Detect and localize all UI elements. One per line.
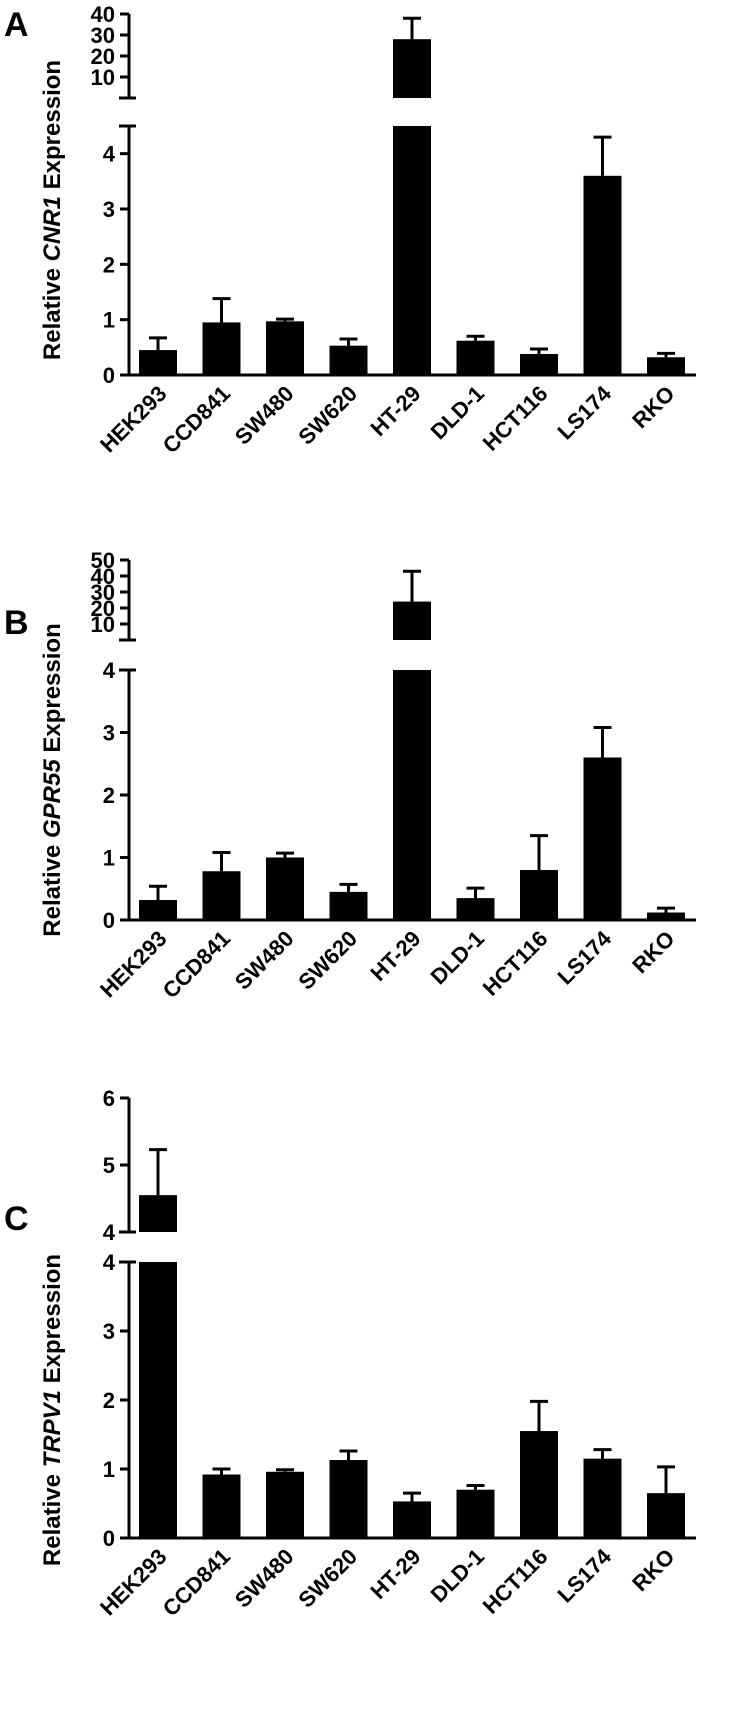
y-tick-label: 3 [103,1319,115,1344]
bar [647,912,685,920]
y-tick-label: 2 [103,1388,115,1413]
x-tick-label: SW620 [293,1544,362,1613]
x-tick-label: HT-29 [365,381,425,441]
y-axis-label-b: Relative GPR55 Expression [39,623,66,936]
bar [329,1460,368,1538]
bar [456,1489,495,1538]
x-tick-label: CCD841 [158,381,235,458]
y-axis-label-c: Relative TRPV1 Expression [39,1254,66,1566]
y-tick-label: 4 [103,1250,116,1275]
y-tick-label: 4 [103,658,116,683]
x-tick-label: RKO [627,1544,679,1596]
bar [139,350,177,375]
bar [139,1262,177,1538]
y-tick-label: 20 [91,596,115,621]
y-tick-label: 2 [103,252,115,277]
bar-upper [139,1195,177,1232]
y-tick-label: 3 [103,197,115,222]
bar [583,757,622,920]
x-tick-label: SW620 [293,926,362,995]
x-tick-label: HT-29 [365,926,425,986]
x-tick-label: SW480 [230,1544,299,1613]
bar [647,1493,685,1538]
y-tick-label: 30 [91,580,115,605]
y-tick-label: 1 [103,846,115,871]
bar [329,891,368,920]
y-tick-label: 30 [91,23,115,48]
x-tick-label: LS174 [553,1543,617,1607]
y-tick-label: 4 [103,142,116,167]
x-tick-label: SW620 [293,381,362,450]
panel-letter-b: B [4,604,29,642]
y-tick-label: 10 [91,612,115,637]
y-tick-label: 1 [103,1457,115,1482]
panel-a: A Relative CNR1 Expression 0 1 2 3 4 10203040… [4,2,696,458]
bar [520,870,558,920]
x-tick-label: LS174 [553,380,617,444]
y-tick-label: 0 [103,363,115,388]
bar [647,357,685,375]
panel-letter-c: C [4,1200,29,1238]
y-tick-label: 4 [103,1220,116,1245]
bar [456,898,495,920]
x-tick-label: HCT116 [478,381,553,456]
y-tick-label: 40 [91,564,115,589]
y-tick-label: 50 [91,548,115,573]
x-tick-label: LS174 [553,925,617,989]
x-tick-label: RKO [627,926,679,978]
bar-upper [393,39,431,98]
y-tick-label: 1 [103,308,115,333]
bar-upper [393,601,431,640]
bar [329,345,368,375]
x-tick-label: RKO [627,381,679,433]
bar [583,175,622,375]
bar [393,1501,431,1538]
x-tick-label: SW480 [230,926,299,995]
y-tick-label: 3 [103,721,115,746]
bar [266,1471,304,1538]
bar [202,871,241,920]
y-tick-label: 0 [103,1526,115,1551]
bar [583,1458,622,1538]
panel-b: B Relative GPR55 Expression 0 1 2 3 4 1020304… [4,548,696,1003]
y-tick-label: 2 [103,783,115,808]
x-tick-label: HEK293 [95,926,171,1002]
panel-c: C Relative TRPV1 Expression 0 1 2 3 4 4 5 6 HEK2… [4,1086,696,1621]
bar [266,321,304,375]
bar [202,322,241,375]
y-tick-label: 5 [103,1153,115,1178]
y-axis-label-a: Relative CNR1 Expression [39,60,66,360]
bar [266,857,304,920]
bar [456,340,495,375]
x-tick-label: HCT116 [478,926,553,1001]
y-tick-label: 0 [103,908,115,933]
bar [393,670,431,920]
y-tick-label: 10 [91,65,115,90]
x-tick-label: CCD841 [158,1544,235,1621]
panel-letter-a: A [4,6,29,44]
x-tick-label: HT-29 [365,1544,425,1604]
y-tick-label: 6 [103,1086,115,1111]
bar [393,126,431,375]
y-tick-label: 40 [91,2,115,27]
x-tick-label: CCD841 [158,926,235,1003]
x-tick-label: HEK293 [95,381,171,457]
bar [520,1431,558,1538]
bar [139,900,177,920]
y-tick-label: 20 [91,44,115,69]
x-tick-label: SW480 [230,381,299,450]
x-tick-label: HCT116 [478,1544,553,1619]
x-tick-label: HEK293 [95,1544,171,1620]
bar [520,353,558,375]
bar [202,1474,241,1538]
